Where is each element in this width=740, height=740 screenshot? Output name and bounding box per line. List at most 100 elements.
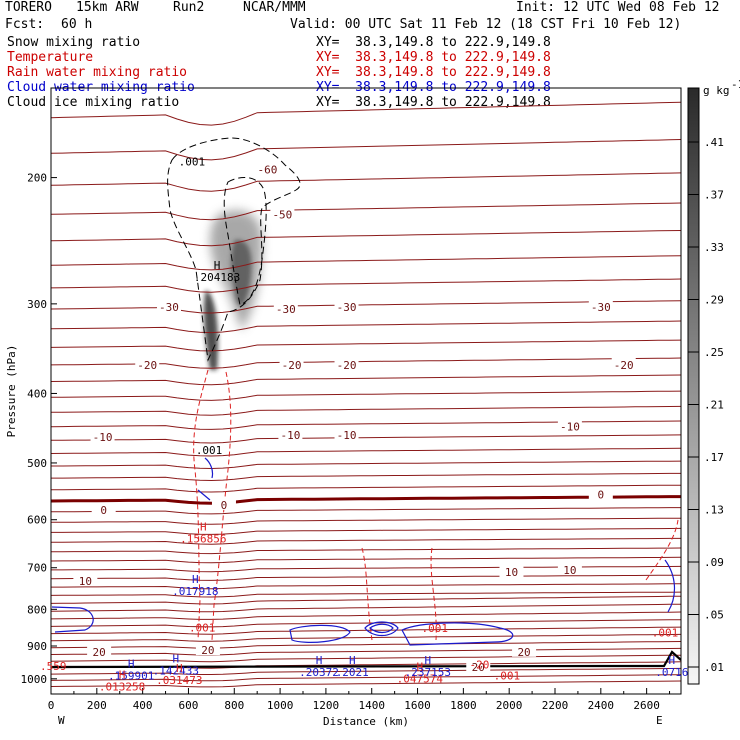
temperature-isotherm: [51, 647, 681, 656]
temperature-contour-label: 10: [505, 566, 518, 579]
field-name-temperature: Temperature: [7, 50, 94, 65]
temperature-contour-label: 0: [598, 488, 605, 501]
temp-label-bg: [195, 643, 220, 656]
header-run: Run2: [173, 0, 205, 15]
field-xy-snow: XY= 38.3,149.8 to 222.9,149.8: [316, 35, 551, 50]
temperature-isotherm: [51, 667, 681, 675]
header-org: NCAR/MMM: [243, 0, 306, 15]
rain-contour-mid: [361, 519, 679, 641]
temperature-isotherm: [51, 507, 681, 515]
field-name-cloud-ice: Cloud ice mixing ratio: [7, 95, 180, 110]
contour-value-label: -20: [469, 658, 489, 671]
temperature-isotherm: [51, 603, 681, 613]
terrain-surface-line: [51, 650, 681, 669]
maximum-marker: H: [128, 657, 135, 670]
temperature-isotherm: [51, 527, 681, 535]
maximum-value: .20372: [299, 666, 339, 679]
temp-label-bg: [255, 162, 280, 175]
maximum-value: .159901: [108, 669, 154, 682]
colorbar: g kg -1 .01 .05 .09 .13 .17 .21 .25 .29 .33 .37 .4…: [687, 78, 740, 685]
x-tick-label: 400: [133, 699, 153, 712]
temperature-contour-label: -10: [560, 421, 580, 434]
y-tick-label: 700: [27, 562, 47, 575]
snow-contour-outer: [167, 137, 301, 362]
temperature-isotherm: [51, 517, 681, 525]
contour-value-label: .001: [494, 670, 521, 683]
colorbar-tick-label: .37: [704, 189, 724, 202]
colorbar-unit-exponent: -1: [731, 78, 740, 91]
y-tick-label: 300: [27, 298, 47, 311]
temperature-contour-label: -60: [258, 164, 278, 177]
maximum-marker: H: [192, 573, 199, 586]
temp-label-bg: [334, 427, 359, 440]
header-init: Init: 12 UTC Wed 08 Feb 12: [516, 0, 720, 15]
x-tick-label: 1200: [313, 699, 340, 712]
colorbar-tick-label: .01: [704, 661, 724, 674]
colorbar-tick-label: .41: [704, 136, 724, 149]
x-tick-label: 2000: [496, 699, 523, 712]
temperature-isotherm: [51, 139, 681, 161]
temperature-contour-label: -10: [280, 429, 300, 442]
snow-shading: [203, 210, 262, 370]
contour-value-label: .001: [196, 444, 223, 457]
plot-frame: [50, 87, 682, 695]
temp-label-bg: [135, 357, 160, 370]
temp-label-bg: [273, 302, 298, 315]
temp-label-bg: [611, 357, 636, 370]
field-name-snow: Snow mixing ratio: [7, 35, 141, 50]
maximum-value: .142433: [153, 664, 199, 677]
maximum-value: .237153: [405, 666, 451, 679]
temperature-contour-label: -20: [137, 359, 157, 372]
temperature-isotherm: [51, 405, 681, 416]
temperature-isotherm: [51, 255, 681, 271]
temp-label-bg: [557, 562, 582, 575]
x-tick-label: 600: [179, 699, 199, 712]
header-model: TORERO: [5, 0, 52, 15]
temp-label-bg: [588, 299, 613, 312]
temperature-contour-label: -20: [337, 359, 357, 372]
east-marker: E: [656, 714, 663, 727]
field-xy-rain: XY= 38.3,149.8 to 222.9,149.8: [316, 65, 551, 80]
maximum-marker: H: [214, 259, 221, 272]
y-tick-label: 900: [27, 640, 47, 653]
maximum-value: .013258: [99, 680, 145, 693]
contour-value-label: .559: [40, 660, 67, 673]
temp-label-bg: [90, 429, 115, 442]
header-valid: Valid: 00 UTC Sat 11 Feb 12 (18 CST Fri …: [290, 17, 682, 32]
maximum-marker: H: [349, 654, 356, 667]
x-tick-label: 2600: [633, 699, 660, 712]
temperature-isotherm: [51, 460, 681, 470]
maximum-marker: H: [173, 652, 180, 665]
temperature-isotherm: [51, 674, 681, 682]
x-tick-label: 200: [87, 699, 107, 712]
y-axis-title: Pressure (hPa): [5, 345, 18, 438]
temperature-isotherm: [51, 626, 681, 635]
maximum-marker: H: [316, 654, 323, 667]
x-tick-label: 800: [224, 699, 244, 712]
colorbar-ramp: [687, 87, 700, 685]
contour-value-label: .001: [189, 621, 216, 634]
colorbar-tick-label: .05: [704, 609, 724, 622]
colorbar-tick-label: .21: [704, 399, 724, 412]
contour-labels: -60 -50 -30 -30 -30 -30 -20 -20 -20 -20 -10 -10 -10 -…: [40, 156, 688, 694]
maximum-value: .2021: [336, 666, 369, 679]
maximum-marker: H: [176, 662, 183, 675]
temp-label-bg: [156, 299, 181, 312]
y-tick-label: 400: [27, 387, 47, 400]
temperature-isotherm: [51, 556, 681, 564]
maximum-value: .204183: [194, 271, 240, 284]
temperature-contour-label: -10: [93, 431, 113, 444]
temperature-contour-label: -20: [282, 359, 302, 372]
maximum-marker: H: [119, 668, 126, 681]
temp-label-bg: [557, 419, 582, 432]
temp-label-bg: [334, 299, 359, 312]
temperature-isotherm: [51, 654, 681, 663]
temperature-isotherm: [51, 595, 681, 605]
maximum-marker: H: [200, 520, 207, 533]
rain-contour-column: [193, 369, 232, 641]
temperature-isotherms: [51, 101, 681, 688]
x-tick-label: 1600: [404, 699, 431, 712]
field-name-rain: Rain water mixing ratio: [7, 65, 188, 80]
temperature-contour-label: 20: [92, 646, 105, 659]
